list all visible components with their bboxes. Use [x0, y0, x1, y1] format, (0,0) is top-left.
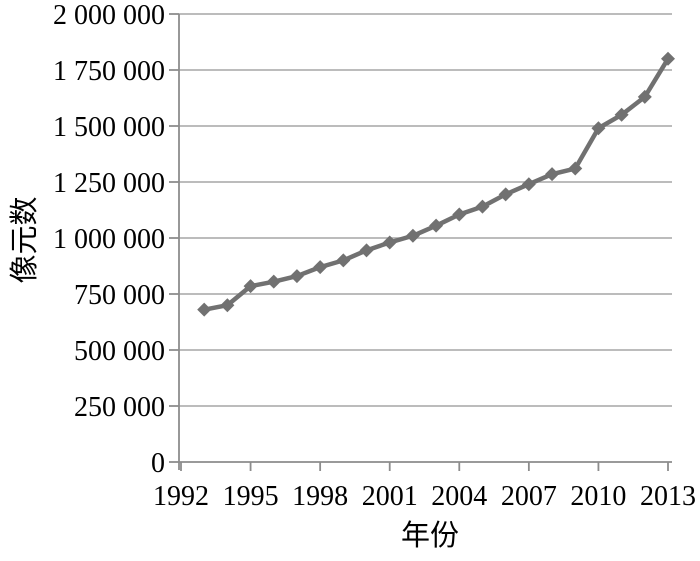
data-point-marker	[266, 274, 281, 289]
data-point-marker	[475, 199, 490, 214]
x-tick-label: 2010	[570, 481, 626, 512]
data-point-marker	[405, 228, 420, 243]
x-tick-label: 2001	[362, 481, 418, 512]
data-point-marker	[591, 121, 606, 136]
data-point-marker	[429, 218, 444, 233]
x-tick-label: 2007	[501, 481, 557, 512]
data-point-marker	[289, 269, 304, 284]
x-tick-label: 2004	[431, 481, 487, 512]
x-tick-label: 1995	[223, 481, 279, 512]
y-tick-label: 1 250 000	[53, 168, 165, 199]
data-point-marker	[661, 51, 675, 66]
data-point-marker	[637, 89, 652, 104]
x-tick-label: 1992	[153, 481, 209, 512]
data-point-marker	[220, 298, 235, 313]
data-point-marker	[313, 260, 328, 275]
data-point-marker	[243, 279, 258, 294]
series-line	[201, 56, 671, 312]
data-point-marker	[452, 207, 467, 222]
y-tick-label: 1 000 000	[53, 224, 165, 255]
data-point-marker	[568, 161, 583, 176]
y-tick-label: 500 000	[74, 336, 165, 367]
y-tick-label: 1 750 000	[53, 56, 165, 87]
y-tick-label: 250 000	[74, 392, 165, 423]
y-axis-title: 像元数	[9, 196, 41, 284]
x-tick-label: 2013	[640, 481, 696, 512]
x-tick-label: 1998	[292, 481, 348, 512]
data-point-marker	[614, 107, 629, 122]
y-tick-label: 0	[151, 448, 165, 479]
y-tick-label: 2 000 000	[53, 0, 165, 31]
y-tick-label: 1 500 000	[53, 112, 165, 143]
data-point-marker	[521, 177, 536, 192]
data-point-marker	[197, 302, 212, 317]
y-tick-label: 750 000	[74, 280, 165, 311]
data-point-marker	[382, 235, 397, 250]
data-point-marker	[545, 167, 560, 182]
data-point-marker	[336, 253, 351, 268]
x-axis-title: 年份	[400, 520, 459, 552]
data-point-marker	[498, 187, 513, 202]
data-point-marker	[359, 243, 374, 258]
